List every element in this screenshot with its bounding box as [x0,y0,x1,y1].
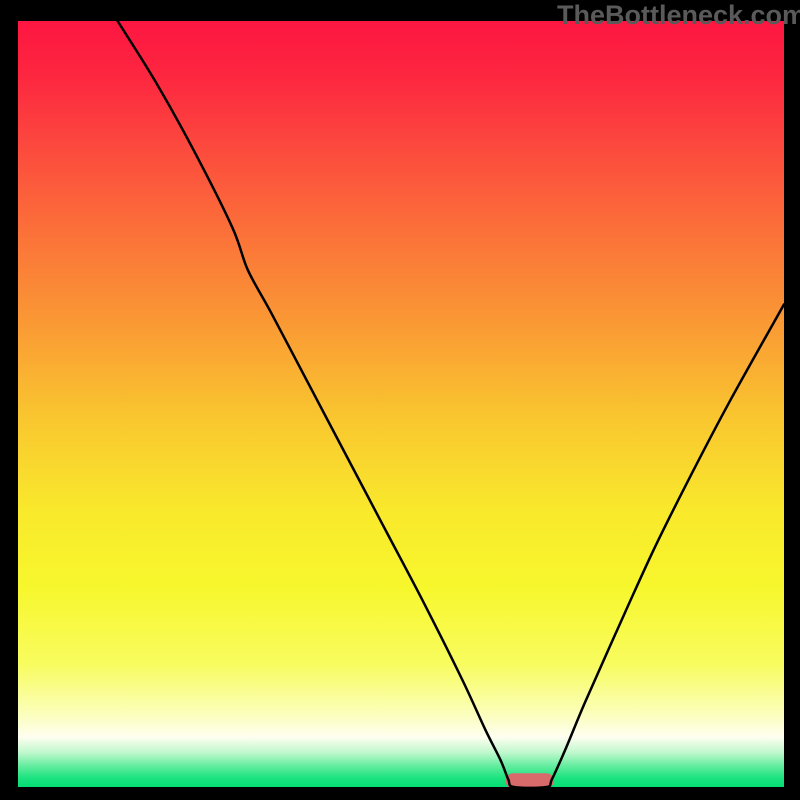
attribution-text: TheBottleneck.com [557,0,800,31]
plot-background [18,21,784,787]
chart-svg [18,21,784,787]
bottleneck-chart [18,21,784,787]
bottleneck-marker [506,773,554,787]
